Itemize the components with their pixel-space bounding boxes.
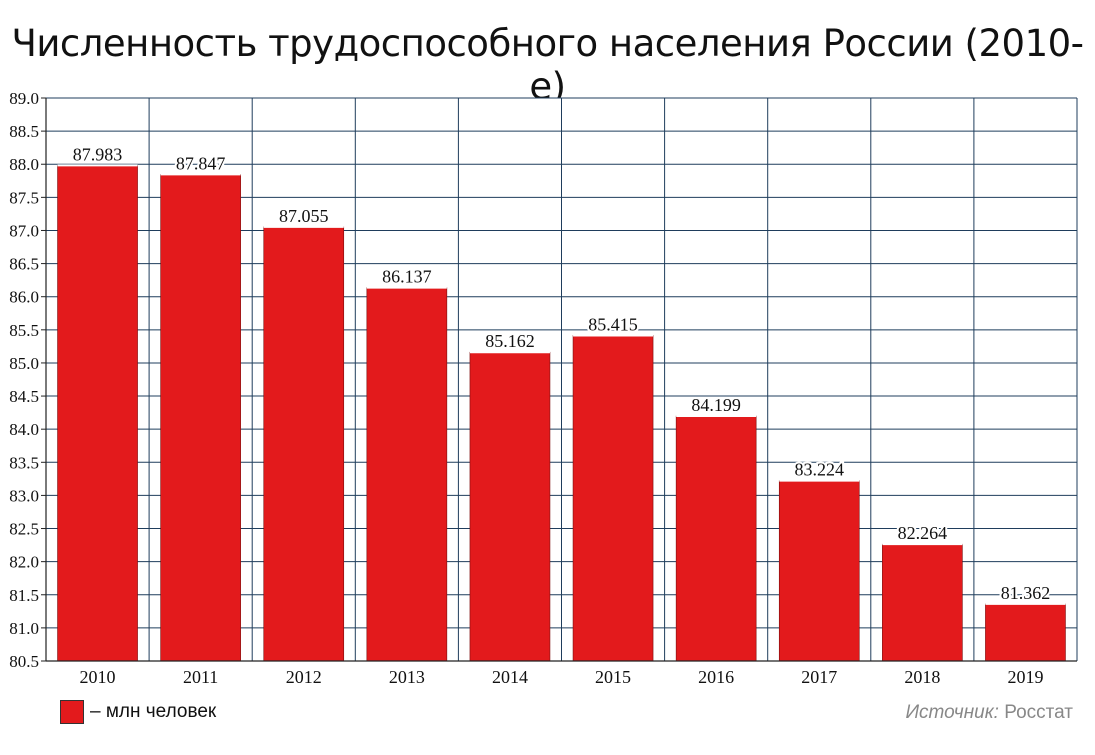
bar <box>160 174 241 662</box>
value-label: 87.055 <box>279 206 329 226</box>
y-tick-label: 89.0 <box>9 89 39 108</box>
bar <box>57 165 138 662</box>
value-label: 87.847 <box>176 153 226 173</box>
y-tick-label: 83.0 <box>9 486 39 505</box>
legend-label: – млн человек <box>90 701 217 722</box>
bar <box>675 415 757 662</box>
x-tick-label: 2016 <box>698 667 734 687</box>
value-label: 85.162 <box>485 331 535 351</box>
legend: – млн человек <box>60 700 216 724</box>
bar <box>985 603 1066 662</box>
value-label: 85.415 <box>588 314 638 334</box>
y-tick-label: 88.0 <box>9 155 39 174</box>
chart-title: Численность трудоспособного населения Ро… <box>11 22 1084 108</box>
y-tick-label: 88.5 <box>9 122 39 141</box>
value-label: 83.224 <box>795 460 845 480</box>
source-label: Источник: <box>905 702 999 723</box>
x-tick-label: 2014 <box>492 667 528 687</box>
bar <box>263 226 345 662</box>
value-label: 87.983 <box>73 144 123 164</box>
x-tick-label: 2019 <box>1007 667 1043 687</box>
value-label: 82.264 <box>898 523 948 543</box>
bar <box>366 287 448 662</box>
x-tick-label: 2012 <box>286 667 322 687</box>
value-label: 81.362 <box>1001 583 1051 603</box>
y-tick-label: 81.0 <box>9 619 39 638</box>
bar <box>469 351 551 662</box>
value-label: 86.137 <box>382 267 432 287</box>
source-value: Росстат <box>1004 702 1073 723</box>
y-tick-label: 82.5 <box>9 520 39 539</box>
y-tick-label: 85.5 <box>9 321 39 340</box>
x-tick-label: 2017 <box>801 667 837 687</box>
x-tick-label: 2013 <box>389 667 425 687</box>
y-tick-label: 82.0 <box>9 553 39 572</box>
x-tick-label: 2011 <box>183 667 218 687</box>
y-tick-label: 86.0 <box>9 288 39 307</box>
bar <box>572 335 654 662</box>
y-tick-label: 87.0 <box>9 221 39 240</box>
x-tick-label: 2015 <box>595 667 631 687</box>
value-label: 84.199 <box>691 395 741 415</box>
bar <box>778 480 860 662</box>
y-tick-label: 85.0 <box>9 354 39 373</box>
y-tick-label: 87.5 <box>9 188 39 207</box>
x-tick-label: 2010 <box>80 667 116 687</box>
y-tick-label: 84.0 <box>9 420 39 439</box>
y-tick-label: 80.5 <box>9 652 39 671</box>
x-tick-label: 2018 <box>904 667 940 687</box>
y-tick-label: 81.5 <box>9 586 39 605</box>
y-tick-label: 86.5 <box>9 255 39 274</box>
y-tick-label: 83.5 <box>9 453 39 472</box>
legend-swatch <box>60 700 84 724</box>
source-note: Источник: Росстат <box>905 702 1073 724</box>
y-tick-label: 84.5 <box>9 387 39 406</box>
bar <box>882 543 963 662</box>
